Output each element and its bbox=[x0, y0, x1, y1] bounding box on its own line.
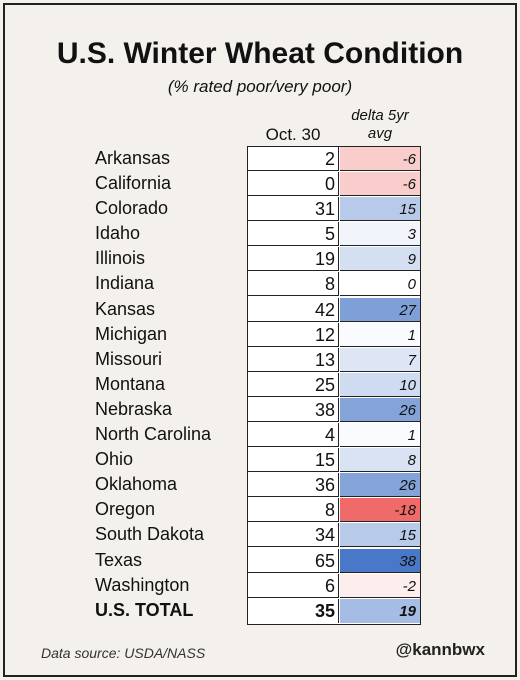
column-header-value: Oct. 30 bbox=[265, 125, 321, 144]
state-label: Indiana bbox=[95, 273, 155, 294]
value-cell: 8 bbox=[248, 272, 339, 297]
value-cell: 2 bbox=[248, 147, 339, 171]
table-row: 65 38 bbox=[248, 548, 420, 574]
total-row: 35 19 bbox=[248, 598, 420, 624]
table-row: 8 -18 bbox=[248, 498, 420, 523]
delta-cell: 27 bbox=[340, 297, 420, 322]
state-label: Missouri bbox=[95, 348, 163, 369]
author-handle: @kannbwx bbox=[395, 640, 485, 659]
delta-cell: 15 bbox=[340, 197, 420, 222]
delta-cell: -6 bbox=[340, 172, 420, 197]
table-row: 6 -2 bbox=[248, 573, 420, 599]
state-label: Oregon bbox=[95, 499, 156, 520]
value-cell: 35 bbox=[248, 598, 339, 623]
delta-cell: 15 bbox=[340, 523, 420, 548]
state-label: North Carolina bbox=[95, 424, 212, 445]
table-row: 13 7 bbox=[248, 347, 420, 373]
value-cell: 15 bbox=[248, 448, 339, 473]
delta-cell: 26 bbox=[340, 473, 420, 498]
delta-cell: -6 bbox=[340, 147, 420, 171]
table-row: 19 9 bbox=[248, 247, 420, 272]
delta-cell: 9 bbox=[340, 247, 420, 272]
value-cell: 0 bbox=[248, 172, 339, 197]
delta-cell: 26 bbox=[340, 397, 420, 422]
delta-cell: 19 bbox=[340, 598, 420, 623]
delta-cell: 0 bbox=[340, 272, 420, 297]
table-row: 12 1 bbox=[248, 322, 420, 348]
value-cell: 8 bbox=[248, 498, 339, 523]
state-label: Texas bbox=[95, 549, 143, 570]
table-row: 15 8 bbox=[248, 448, 420, 473]
chart-frame: U.S. Winter Wheat Condition (% rated poo… bbox=[3, 3, 517, 677]
value-cell: 42 bbox=[248, 297, 339, 322]
state-label: Idaho bbox=[95, 223, 141, 244]
state-label: Nebraska bbox=[95, 398, 173, 419]
state-label: Montana bbox=[95, 373, 166, 394]
delta-cell: 3 bbox=[340, 222, 420, 247]
value-cell: 12 bbox=[248, 322, 339, 347]
data-table: 2 -6 0 -6 31 15 5 3 19 9 8 0 42 27 12 1 13 7 25 10 38 26 4 1 15 8… bbox=[247, 146, 421, 625]
table-row: 0 -6 bbox=[248, 172, 420, 197]
value-cell: 31 bbox=[248, 197, 339, 222]
value-cell: 65 bbox=[248, 548, 339, 573]
state-label: Arkansas bbox=[95, 148, 171, 168]
value-cell: 34 bbox=[248, 523, 339, 548]
state-label-column: Arkansas California Colorado Idaho Illinois I… bbox=[95, 146, 245, 623]
value-cell: 4 bbox=[248, 423, 339, 448]
value-cell: 19 bbox=[248, 247, 339, 272]
delta-cell: 38 bbox=[340, 548, 420, 573]
table-row: 34 15 bbox=[248, 523, 420, 548]
table-row: 36 26 bbox=[248, 473, 420, 498]
data-source: Data source: USDA/NASS bbox=[41, 645, 206, 661]
table-row: 31 15 bbox=[248, 197, 420, 222]
delta-cell: 1 bbox=[340, 423, 420, 448]
value-cell: 13 bbox=[248, 347, 339, 372]
value-cell: 25 bbox=[248, 372, 339, 397]
state-label: South Dakota bbox=[95, 524, 205, 545]
total-label: U.S. TOTAL bbox=[95, 599, 194, 620]
table-row: 25 10 bbox=[248, 372, 420, 398]
chart-subtitle: (% rated poor/very poor) bbox=[167, 77, 353, 96]
state-label: Michigan bbox=[95, 323, 168, 344]
delta-cell: -18 bbox=[340, 498, 420, 523]
chart-title: U.S. Winter Wheat Condition bbox=[56, 37, 464, 70]
state-label: Oklahoma bbox=[95, 474, 178, 495]
table-row: 38 26 bbox=[248, 397, 420, 423]
value-cell: 5 bbox=[248, 222, 339, 247]
column-header-delta: delta 5yr avg bbox=[351, 107, 409, 142]
state-label: Colorado bbox=[95, 198, 169, 219]
state-label: Ohio bbox=[95, 449, 134, 470]
value-cell: 6 bbox=[248, 573, 339, 598]
state-label: California bbox=[95, 173, 172, 194]
delta-cell: 8 bbox=[340, 448, 420, 473]
delta-cell: -2 bbox=[340, 573, 420, 598]
delta-cell: 10 bbox=[340, 372, 420, 397]
value-cell: 36 bbox=[248, 473, 339, 498]
state-label: Kansas bbox=[95, 298, 156, 319]
delta-cell: 7 bbox=[340, 347, 420, 372]
table-row: 42 27 bbox=[248, 297, 420, 323]
state-label: Illinois bbox=[95, 248, 146, 269]
state-label: Washington bbox=[95, 574, 190, 595]
table-row: 2 -6 bbox=[248, 147, 420, 172]
delta-cell: 1 bbox=[340, 322, 420, 347]
value-cell: 38 bbox=[248, 397, 339, 422]
